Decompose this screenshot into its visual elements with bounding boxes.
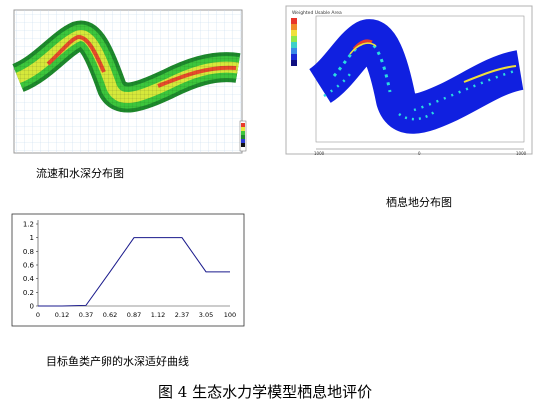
x-tick-label: 0.87: [127, 311, 141, 319]
habitat-river: [308, 19, 525, 134]
figure-caption: 图 4 生态水力学模型栖息地评价: [158, 383, 373, 401]
river-band: [11, 20, 241, 113]
x-tick-label: 1.12: [151, 311, 165, 319]
chart-frame: [11, 213, 245, 327]
x-tick-label: 0.62: [103, 311, 117, 319]
y-tick-label: 0.8: [23, 248, 34, 256]
velocity-depth-caption: 流速和水深分布图: [36, 167, 124, 180]
y-tick-label: 1: [30, 234, 34, 242]
y-tick-label: 0.2: [23, 289, 34, 297]
velocity-depth-map: [11, 9, 247, 154]
habitat-x-tick: 0: [418, 151, 421, 156]
x-tick-label: 0.12: [55, 311, 69, 319]
y-tick-label: 0.6: [23, 262, 35, 270]
suitability-caption: 目标鱼类产卵的水深适好曲线: [46, 355, 189, 368]
x-tick-label: 2.37: [175, 311, 189, 319]
suitability-line: [38, 237, 230, 307]
x-tick-label: 100: [224, 311, 236, 319]
color-legend: [239, 120, 247, 152]
x-tick-label: 0: [36, 311, 40, 319]
habitat-x-tick: 1000: [314, 151, 325, 156]
habitat-caption: 栖息地分布图: [386, 196, 452, 209]
habitat-legend-title: Weighted Usable Area: [292, 10, 342, 16]
habitat-map: Weighted Usable Area 1000 0 1000: [285, 5, 533, 156]
x-tick-label: 3.05: [199, 311, 213, 319]
y-tick-label: 0: [30, 303, 34, 311]
habitat-x-tick: 1000: [516, 151, 527, 156]
habitat-legend: [291, 18, 297, 66]
y-tick-label: 1.2: [23, 221, 34, 229]
y-tick-label: 0.4: [23, 275, 35, 283]
x-tick-label: 0.37: [79, 311, 93, 319]
suitability-chart: 0 0.2 0.4 0.6 0.8 1 1.2 0 0.12 0.37 0.62 0.87 1.12 2…: [11, 213, 245, 327]
